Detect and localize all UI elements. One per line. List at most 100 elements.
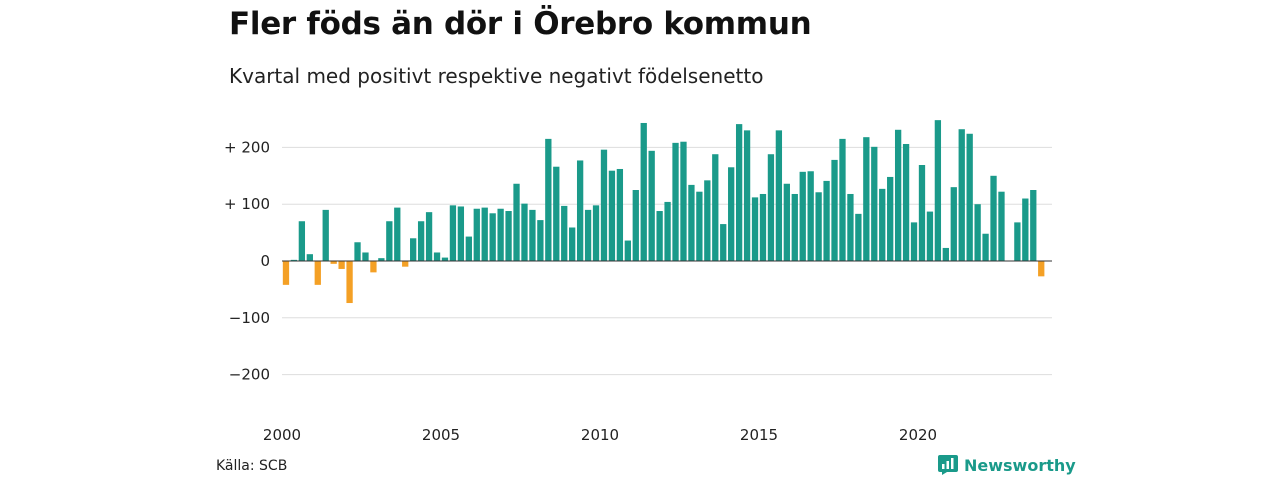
bar	[743, 130, 751, 261]
bar	[553, 166, 560, 261]
x-tick-label: 2000	[263, 426, 301, 444]
bar	[934, 120, 942, 261]
bar	[481, 207, 488, 261]
bar	[712, 154, 719, 261]
bar	[728, 167, 735, 261]
bar	[521, 203, 528, 261]
bar	[545, 138, 552, 261]
bar	[831, 159, 838, 261]
chart-title: Fler föds än dör i Örebro kommun	[229, 6, 812, 42]
bar	[457, 206, 465, 261]
x-tick-label: 2005	[422, 426, 460, 444]
bar	[902, 143, 910, 261]
bar	[616, 168, 624, 261]
bar	[473, 208, 480, 261]
y-tick-label: 0	[260, 252, 270, 270]
bar	[751, 197, 759, 261]
bar	[561, 205, 568, 261]
bar	[990, 175, 997, 261]
bar	[513, 183, 520, 261]
bar	[425, 212, 433, 261]
bar	[799, 171, 806, 261]
bar	[704, 180, 711, 261]
y-tick-label: −200	[229, 366, 270, 384]
bar	[855, 213, 862, 261]
bar	[982, 233, 989, 261]
bar	[688, 184, 695, 261]
bar	[950, 187, 957, 261]
y-tick-label: + 200	[224, 138, 270, 156]
brand-name: Newsworthy	[964, 455, 1076, 475]
bar	[362, 252, 369, 261]
bar	[910, 222, 918, 261]
bar	[720, 224, 727, 261]
x-tick-label: 2020	[899, 426, 937, 444]
bar	[640, 122, 647, 261]
bar	[783, 183, 790, 261]
chart-subtitle: Kvartal med positivt respektive negativt…	[229, 64, 764, 88]
bar	[314, 261, 321, 285]
bar	[791, 193, 798, 261]
bar	[290, 259, 298, 261]
bar	[322, 209, 329, 261]
bar	[918, 165, 926, 261]
bar	[306, 254, 313, 261]
bar	[847, 193, 854, 261]
bar	[887, 176, 894, 261]
bar	[330, 261, 337, 264]
bar	[378, 258, 385, 261]
bar	[298, 221, 306, 261]
bar	[839, 138, 846, 261]
bar	[863, 137, 870, 261]
bar	[958, 129, 965, 261]
x-tick-label: 2010	[581, 426, 619, 444]
bar	[1014, 222, 1021, 261]
brand-logo[interactable]: Newsworthy	[938, 455, 1076, 475]
bar	[942, 247, 949, 261]
bar	[680, 141, 687, 261]
bar	[370, 261, 377, 273]
bar	[465, 236, 472, 261]
bar	[529, 209, 536, 261]
bar	[449, 205, 457, 261]
bar	[871, 146, 878, 261]
bar	[823, 180, 830, 261]
y-tick-label: −100	[229, 309, 270, 327]
bar	[894, 129, 902, 261]
bar	[576, 160, 584, 261]
bar	[926, 211, 934, 261]
bar	[672, 142, 679, 261]
bar	[584, 209, 592, 261]
bar	[807, 171, 814, 261]
bar	[410, 238, 417, 261]
bar	[998, 191, 1005, 261]
bar	[632, 190, 639, 261]
bar	[386, 221, 393, 261]
bar	[1038, 261, 1045, 277]
bar	[346, 261, 353, 304]
bar	[815, 192, 822, 261]
bar	[879, 188, 886, 261]
bar	[974, 204, 981, 261]
bar	[497, 208, 504, 261]
bar	[354, 242, 361, 261]
bar	[433, 252, 441, 261]
source-note: Källa: SCB	[216, 458, 288, 474]
bar	[1022, 198, 1029, 261]
bar	[505, 211, 512, 261]
bar	[759, 193, 767, 261]
bar	[489, 213, 496, 261]
bar	[338, 261, 345, 269]
newsworthy-logo-icon	[938, 455, 958, 475]
bar	[696, 191, 703, 261]
bar	[966, 133, 973, 261]
bar	[775, 130, 783, 261]
y-tick-label: + 100	[224, 195, 270, 213]
bar	[282, 261, 290, 285]
bar	[767, 154, 775, 261]
bar	[624, 240, 631, 261]
bar	[735, 124, 743, 261]
bar	[592, 205, 600, 261]
bar	[569, 227, 576, 261]
